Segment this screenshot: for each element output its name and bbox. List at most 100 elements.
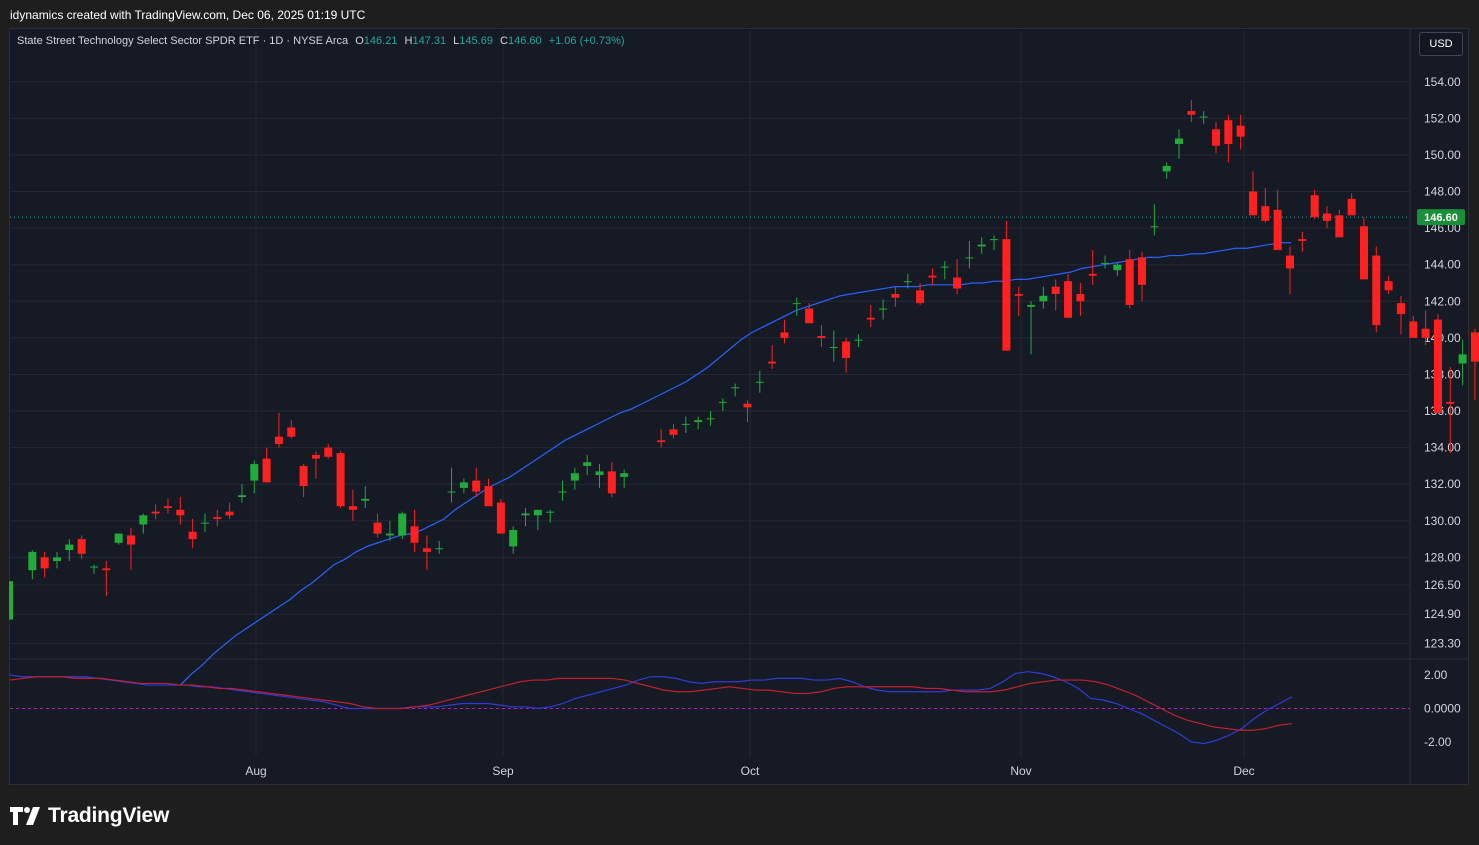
candle-body (373, 522, 382, 534)
candle-body (1421, 328, 1430, 338)
candle-body (274, 436, 283, 444)
candle-body (521, 513, 530, 516)
candle-body (237, 495, 246, 498)
candle-body (1027, 304, 1036, 307)
candle-body (1347, 198, 1356, 216)
candle-body (52, 557, 61, 562)
candle-body (188, 531, 197, 540)
candle-body (1064, 281, 1073, 318)
top-credit-bar: idynamics created with TradingView.com, … (0, 0, 1479, 28)
candle-body (990, 239, 999, 241)
candle-body (200, 522, 209, 524)
candle-body (398, 513, 407, 536)
credit-text: idynamics created with TradingView.com, … (10, 8, 366, 22)
candle-body (1396, 303, 1405, 315)
y-tick-label: 123.30 (1424, 636, 1461, 650)
candle-body (558, 491, 567, 493)
candle-body (299, 465, 308, 487)
candle-body (1212, 129, 1221, 146)
y-tick-label: 150.00 (1424, 148, 1461, 162)
candle-body (262, 458, 271, 483)
candle-body (607, 471, 616, 494)
candle-body (77, 539, 86, 554)
candle-body (1224, 120, 1233, 144)
candle-body (792, 303, 801, 305)
candle-body (422, 548, 431, 552)
candle-body (102, 568, 111, 571)
candle-body (1199, 116, 1208, 118)
candle-body (718, 401, 727, 403)
high-value: 147.31 (412, 35, 447, 47)
open-value: 146.21 (363, 35, 398, 47)
candle-body (1285, 255, 1294, 269)
candle-body (496, 502, 505, 534)
candle-body (1113, 264, 1122, 271)
y-tick-label: 140.00 (1424, 331, 1461, 345)
candle-body (1249, 191, 1257, 216)
candle-body (176, 509, 185, 516)
currency-button[interactable]: USD (1419, 32, 1463, 56)
y-tick-label: 148.00 (1424, 185, 1461, 199)
candle-body (472, 480, 481, 492)
y-tick-label: 128.00 (1424, 550, 1461, 564)
candle-body (879, 308, 888, 310)
candle-body (324, 447, 333, 457)
macd-tick-label: -2.00 (1424, 735, 1452, 749)
candle-body (866, 317, 875, 320)
candle-body (1002, 239, 1011, 351)
candle-body (570, 473, 579, 481)
candle-body (336, 453, 345, 507)
candle-body (755, 381, 764, 383)
close-label: C (500, 35, 508, 47)
candle-body (1014, 293, 1023, 296)
last-price-label: 146.60 (1424, 212, 1458, 224)
candle-body (361, 498, 370, 501)
candle-body (484, 486, 493, 507)
candle-body (1409, 321, 1418, 338)
candle-body (1162, 165, 1171, 172)
candle-body (1322, 213, 1331, 221)
y-tick-label: 136.00 (1424, 404, 1461, 418)
candle-body (1458, 354, 1467, 364)
brand-name: TradingView (48, 804, 170, 827)
low-label: L (453, 35, 460, 47)
candle-body (1150, 226, 1159, 228)
candle-body (940, 266, 949, 268)
candle-body (743, 403, 752, 408)
y-tick-label: 132.00 (1424, 477, 1461, 491)
candle-body (1298, 239, 1307, 241)
y-tick-label: 154.00 (1424, 75, 1461, 89)
candle-body (977, 244, 986, 247)
candle-body (694, 420, 703, 423)
candle-body (829, 347, 838, 349)
x-tick-label: Nov (1010, 764, 1031, 778)
y-tick-label: 138.00 (1424, 367, 1461, 381)
candle-body (151, 511, 160, 514)
candle-body (89, 566, 98, 568)
y-tick-label: 126.50 (1424, 578, 1461, 592)
candle-body (706, 418, 715, 420)
candle-body (311, 454, 320, 459)
candle-body (928, 275, 937, 278)
candle-body (447, 491, 456, 493)
candle-body (1187, 111, 1196, 115)
y-tick-label: 142.00 (1424, 294, 1461, 308)
candle-body (595, 471, 604, 476)
candle-body (780, 332, 789, 338)
candle-body (916, 290, 925, 304)
candle-body (1359, 226, 1368, 280)
y-tick-label: 124.90 (1424, 607, 1461, 621)
candle-body (114, 533, 123, 543)
x-tick-label: Dec (1233, 764, 1254, 778)
candle-body (1261, 206, 1270, 221)
candle-body (533, 509, 542, 516)
candle-body (817, 336, 826, 338)
candle-body (1372, 255, 1381, 326)
candle-body (1310, 195, 1319, 218)
open-label: O (355, 35, 364, 47)
candle-body (1051, 286, 1060, 294)
macd-tick-label: 0.0000 (1424, 702, 1461, 716)
candle-body (163, 506, 172, 508)
candle-body (410, 526, 419, 543)
